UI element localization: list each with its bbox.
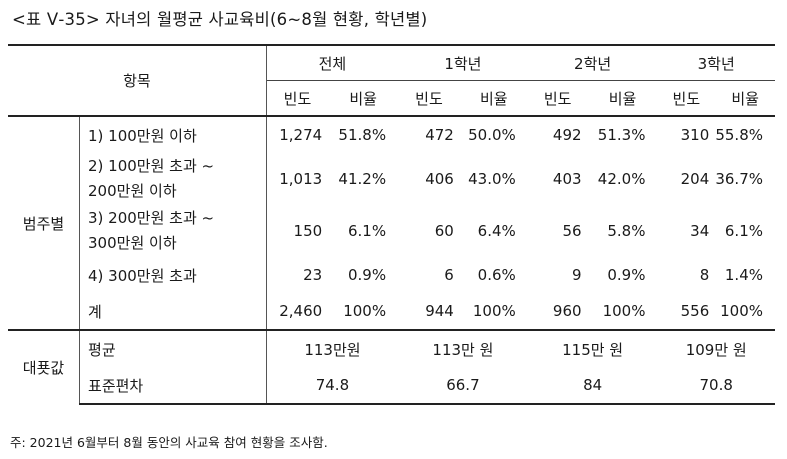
cell-value: 6	[444, 266, 454, 284]
header-freq: 빈도	[527, 80, 588, 116]
cell-value: 51.3%	[587, 115, 658, 153]
table-row: 4) 300만원 초과 23 0.9% 6 0.6% 9 0.9% 8 1.4%	[8, 257, 775, 293]
cell-value: 84	[527, 367, 658, 405]
cell-value: 43.0%	[468, 170, 516, 188]
header-freq: 빈도	[657, 80, 716, 116]
row-label-line: 200만원 이하	[88, 182, 177, 200]
cell-value: 50.0%	[459, 115, 528, 153]
cell-value: 55.8%	[715, 115, 775, 153]
table-row: 범주별 1) 100만원 이하 1,274 51.8% 472 50.0% 49…	[8, 115, 775, 330]
table-caption: <표 Ⅴ-35> 자녀의 월평균 사교육비(6~8월 현황, 학년별)	[12, 10, 428, 29]
cell-value: 6.4%	[477, 222, 516, 240]
header-group-grade2: 2학년	[527, 44, 658, 81]
header-group-grade1: 1학년	[398, 44, 528, 81]
table-row: 2) 100만원 초과 ~ 200만원 이하 1,013 41.2% 406 4…	[8, 153, 775, 205]
cell-value: 1.4%	[724, 266, 763, 284]
cell-value: 0.9%	[347, 266, 387, 284]
cell-value: 60	[434, 222, 454, 240]
row-label: 2) 100만원 초과 ~ 200만원 이하	[79, 153, 267, 205]
cell-value: 944	[425, 302, 454, 320]
cell-value: 403	[552, 170, 582, 188]
cell-value: 113만원	[265, 329, 399, 367]
header-freq: 빈도	[265, 80, 329, 116]
cell-value: 100%	[472, 302, 516, 320]
cell-value: 472	[398, 115, 460, 153]
cell-value: 1,013	[265, 153, 329, 205]
cell-value: 70.8	[657, 367, 775, 405]
cell-value: 113만 원	[398, 329, 528, 367]
row-label: 4) 300만원 초과	[79, 257, 267, 293]
cell-value: 150	[265, 205, 329, 257]
table-row: 3) 200만원 초과 ~ 300만원 이하 150 6.1% 60 6.4% …	[8, 205, 775, 257]
table-row: 대푯값 평균 113만원 113만 원 115만 원 109만 원	[8, 329, 775, 404]
cell-value: 556	[680, 302, 710, 320]
table-row-total: 계 2,460 100% 944 100% 960 100% 556 100%	[8, 293, 775, 330]
cell-value: 0.9%	[607, 266, 646, 284]
cell-value: 74.8	[265, 367, 399, 405]
cell-value: 42.0%	[597, 170, 646, 188]
cell-value: 100%	[720, 302, 763, 320]
row-label-line: 300만원 이하	[88, 234, 177, 252]
header-group-grade3: 3학년	[657, 44, 775, 81]
header-ratio: 비율	[459, 80, 528, 116]
row-label: 3) 200만원 초과 ~ 300만원 이하	[79, 205, 267, 257]
cell-value: 5.8%	[607, 222, 646, 240]
header-freq: 빈도	[398, 80, 460, 116]
row-label: 계	[79, 293, 267, 330]
cell-value: 36.7%	[715, 170, 763, 188]
cell-value: 8	[699, 266, 710, 284]
cell-value: 100%	[602, 302, 646, 320]
section-label: 범주별	[8, 115, 80, 330]
header-ratio: 비율	[587, 80, 658, 116]
row-label: 표준편차	[79, 367, 267, 405]
cell-value: 406	[425, 170, 454, 188]
row-label: 평균	[79, 329, 267, 367]
table-row: 표준편차 74.8 66.7 84 70.8	[8, 367, 775, 405]
header-ratio: 비율	[715, 80, 775, 116]
header-group-total: 전체	[265, 44, 399, 81]
data-table: 항목 전체 1학년 2학년 3학년 빈도 비율 빈도 비율 빈도 비율 빈도 비…	[8, 44, 775, 405]
row-label-line: 3) 200만원 초과 ~	[88, 209, 215, 227]
header-item: 항목	[8, 44, 267, 116]
cell-value: 960	[552, 302, 582, 320]
cell-value: 0.6%	[477, 266, 516, 284]
cell-value: 115만 원	[527, 329, 658, 367]
cell-value: 6.1%	[347, 222, 387, 240]
section-label: 대푯값	[8, 329, 80, 404]
row-label-line: 2) 100만원 초과 ~	[88, 157, 215, 175]
header-ratio: 비율	[328, 80, 399, 116]
cell-value: 23	[265, 257, 329, 293]
footnote: 주: 2021년 6월부터 8월 동안의 사교육 참여 현황을 조사함.	[10, 435, 328, 450]
cell-value: 51.8%	[328, 115, 399, 153]
cell-value: 9	[572, 266, 582, 284]
header-row-groups: 항목 전체 1학년 2학년 3학년	[8, 44, 775, 116]
cell-value: 56	[562, 222, 582, 240]
cell-value: 310	[657, 115, 716, 153]
cell-value: 6.1%	[724, 222, 763, 240]
cell-value: 66.7	[398, 367, 528, 405]
cell-value: 2,460	[265, 293, 329, 330]
cell-value: 109만 원	[657, 329, 775, 367]
row-label: 1) 100만원 이하	[79, 115, 267, 153]
cell-value: 100%	[343, 302, 387, 320]
cell-value: 34	[690, 222, 710, 240]
cell-value: 492	[527, 115, 588, 153]
header-row-sub: 빈도 비율 빈도 비율 빈도 비율 빈도 비율	[8, 80, 775, 116]
cell-value: 1,274	[265, 115, 329, 153]
cell-value: 204	[680, 170, 710, 188]
cell-value: 41.2%	[338, 170, 387, 188]
